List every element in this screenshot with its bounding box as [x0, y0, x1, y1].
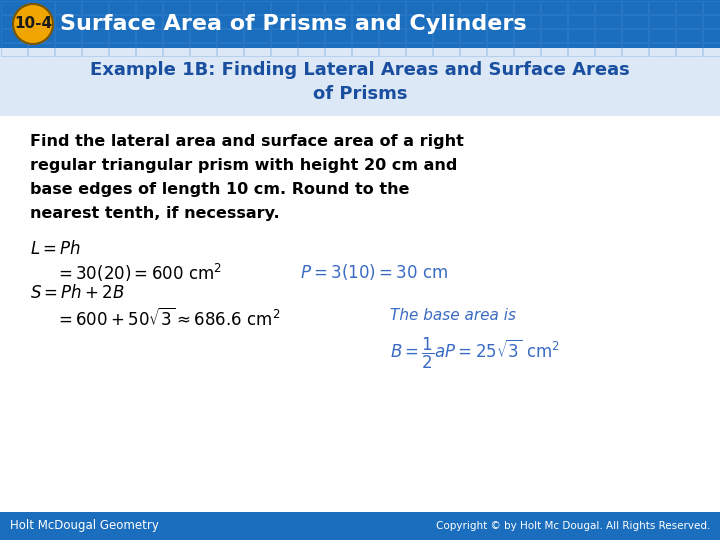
Text: $L = Ph$: $L = Ph$: [30, 240, 81, 258]
Text: Find the lateral area and surface area of a right: Find the lateral area and surface area o…: [30, 134, 464, 149]
Text: regular triangular prism with height 20 cm and: regular triangular prism with height 20 …: [30, 158, 457, 173]
FancyBboxPatch shape: [0, 0, 720, 48]
Text: $B = \dfrac{1}{2}aP = 25\sqrt{3}\ \mathrm{cm}^2$: $B = \dfrac{1}{2}aP = 25\sqrt{3}\ \mathr…: [390, 336, 559, 371]
Text: $= 30(20) = 600\ \mathrm{cm}^2$: $= 30(20) = 600\ \mathrm{cm}^2$: [55, 262, 222, 284]
Circle shape: [13, 4, 53, 44]
Text: Example 1B: Finding Lateral Areas and Surface Areas: Example 1B: Finding Lateral Areas and Su…: [90, 61, 630, 79]
Text: Copyright © by Holt Mc Dougal. All Rights Reserved.: Copyright © by Holt Mc Dougal. All Right…: [436, 521, 710, 531]
Text: nearest tenth, if necessary.: nearest tenth, if necessary.: [30, 206, 279, 221]
Text: The base area is: The base area is: [390, 308, 516, 323]
FancyBboxPatch shape: [0, 48, 720, 116]
Text: $P = 3(10) = 30\ \mathrm{cm}$: $P = 3(10) = 30\ \mathrm{cm}$: [300, 262, 448, 282]
FancyBboxPatch shape: [0, 512, 720, 540]
Text: $S = Ph + 2B$: $S = Ph + 2B$: [30, 284, 125, 302]
FancyBboxPatch shape: [0, 116, 720, 512]
Text: of Prisms: of Prisms: [312, 85, 408, 103]
Text: Surface Area of Prisms and Cylinders: Surface Area of Prisms and Cylinders: [60, 14, 526, 34]
Text: $= 600 + 50\sqrt{3} \approx 686.6\ \mathrm{cm}^2$: $= 600 + 50\sqrt{3} \approx 686.6\ \math…: [55, 308, 280, 330]
Text: base edges of length 10 cm. Round to the: base edges of length 10 cm. Round to the: [30, 182, 410, 197]
Text: Holt McDougal Geometry: Holt McDougal Geometry: [10, 519, 159, 532]
Text: 10-4: 10-4: [14, 17, 52, 31]
